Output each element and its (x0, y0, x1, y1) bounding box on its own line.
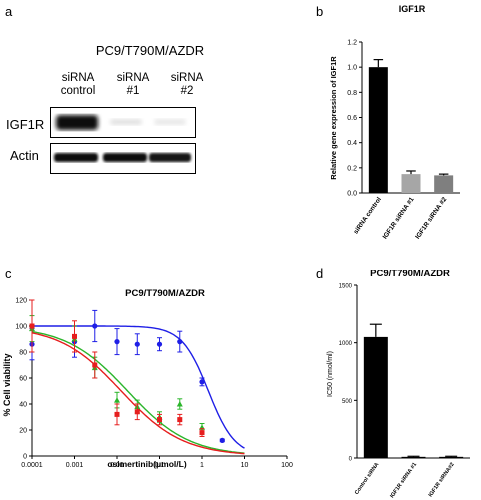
chart-c-ylabel: % Cell viability (2, 353, 12, 416)
b-y-tick-label: 0.8 (347, 90, 357, 97)
lane-label-sirna1: siRNA #1 (103, 72, 163, 98)
c-y-tick-label: 120 (15, 298, 27, 305)
chart-c-dose-response: PC9/T790M/AZDR % Cell viability osimerti… (2, 288, 293, 469)
b-y-tick-label: 1.2 (347, 40, 357, 47)
c-x-tick-label: 0.01 (110, 462, 124, 469)
lane-label-line: siRNA (170, 72, 204, 84)
c-y-tick-label: 20 (19, 428, 27, 435)
c-fit-curve-series-1 (31, 330, 245, 454)
c-x-tick-label: 1 (200, 462, 204, 469)
c-data-point-circle (92, 323, 98, 329)
c-fit-curve-series-0 (32, 325, 245, 449)
lane-label-line: control (60, 85, 96, 97)
c-fit-curve-series-2 (31, 332, 245, 455)
b-bar (368, 67, 388, 193)
c-y-tick-label: 40 (19, 402, 27, 409)
igf1r-band-sirna1 (110, 119, 142, 125)
chart-c-xlabel: osimertinib(μmol/L) (107, 459, 187, 469)
panel-letter-d: d (316, 266, 324, 281)
chart-b-ylabel: Relative gene expression of IGF1R (329, 56, 338, 180)
c-data-point-square (92, 362, 98, 368)
d-bar (439, 456, 464, 458)
c-data-point-circle (219, 437, 225, 443)
blot-membranes (50, 107, 196, 174)
c-data-point-circle (114, 339, 120, 345)
chart-d-ylabel: IC50 (nmol/ml) (327, 351, 334, 397)
b-y-tick-label: 0.2 (347, 165, 357, 172)
c-x-tick-label: 100 (281, 462, 293, 469)
actin-band-control (54, 153, 98, 162)
panel-a-western-blot: PC9/T790M/AZDR siRNA control siRNA #1 si… (0, 0, 300, 260)
c-y-tick-label: 80 (19, 350, 27, 357)
blot-title: PC9/T790M/AZDR (95, 43, 205, 58)
chart-b-title: IGF1R (399, 4, 426, 14)
b-y-tick-label: 0.4 (347, 140, 357, 147)
b-x-tick-label: IGF1R siRNA #2 (414, 196, 448, 241)
b-y-tick-label: 0.0 (347, 191, 357, 198)
c-data-point-circle (177, 339, 183, 345)
b-bar (434, 175, 454, 193)
c-x-tick-label: 0.0001 (21, 462, 43, 469)
blot-row-label-igf1r: IGF1R (6, 117, 45, 132)
lane-label-sirna2: siRNA #2 (157, 72, 217, 98)
lane-label-line: #2 (180, 85, 194, 97)
c-data-point-square (134, 409, 140, 415)
c-x-tick-label: 0.001 (66, 462, 84, 469)
panel-letter-a: a (5, 4, 13, 19)
panel-letter-b: b (316, 4, 324, 19)
panel-letter-c: c (5, 266, 12, 281)
d-y-tick-label: 0 (349, 457, 353, 463)
igf1r-band-sirna2 (154, 119, 186, 125)
b-x-tick-label: siRNA control (353, 196, 384, 235)
chart-d-ic50: PC9/T790M/AZDR IC50 (nmol/ml) 0 500 1000 15… (327, 270, 470, 500)
c-x-tick-label: 0.1 (155, 462, 165, 469)
c-x-tick-label: 10 (241, 462, 249, 469)
igf1r-membrane (50, 107, 196, 138)
lane-label-line: #1 (126, 85, 140, 97)
c-data-point-square (72, 333, 77, 339)
actin-membrane (50, 143, 196, 174)
c-data-point-square (199, 430, 205, 436)
b-y-tick-label: 1.0 (347, 65, 357, 72)
b-x-tick-label: IGF1R siRNA #1 (382, 196, 416, 241)
c-y-tick-label: 60 (19, 376, 27, 383)
d-x-tick-label: IGF1R siRNA#2 (428, 462, 456, 499)
d-y-tick-label: 500 (342, 399, 353, 405)
d-y-tick-label: 1000 (339, 341, 353, 347)
c-data-point-square (177, 417, 183, 423)
actin-band-sirna2 (149, 153, 191, 162)
blot-row-label-actin: Actin (10, 148, 39, 163)
c-y-tick-label: 100 (15, 324, 27, 331)
lane-label-line: siRNA (116, 72, 150, 84)
c-data-point-circle (156, 341, 163, 347)
chart-b-igf1r-expression: IGF1R Relative gene expression of IGF1R … (329, 4, 460, 241)
d-x-tick-label: Control siRNA (354, 462, 380, 496)
c-data-point-square (157, 417, 162, 423)
d-bar (363, 336, 388, 458)
d-y-tick-label: 1500 (339, 284, 353, 290)
igf1r-band-control (56, 115, 98, 130)
lane-label-line: siRNA (61, 72, 95, 84)
d-bar (401, 456, 426, 458)
c-data-point-triangle (114, 397, 120, 403)
d-x-tick-label: IGF1R siRNA #1 (389, 462, 418, 500)
c-data-point-square (114, 411, 120, 417)
c-data-point-triangle (176, 401, 183, 407)
c-data-point-square (29, 323, 35, 329)
actin-band-sirna1 (103, 153, 147, 162)
chart-d-title: PC9/T790M/AZDR (370, 270, 450, 279)
lane-label-control: siRNA control (48, 72, 108, 98)
b-bar (401, 174, 421, 193)
b-y-tick-label: 0.6 (347, 115, 357, 122)
c-y-tick-label: 0 (23, 454, 27, 461)
c-data-point-circle (134, 341, 140, 347)
chart-c-title: PC9/T790M/AZDR (125, 288, 205, 299)
c-data-point-circle (199, 379, 205, 385)
